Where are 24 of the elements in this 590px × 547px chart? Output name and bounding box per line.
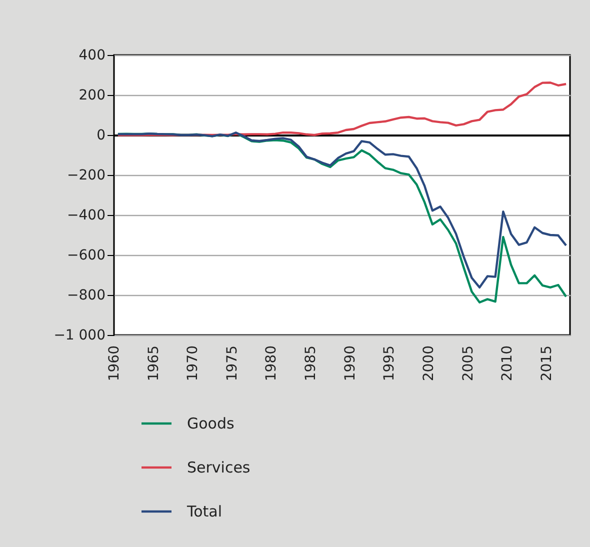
x-tick-label: 1995 [382, 346, 398, 382]
y-tick-label: −800 [67, 288, 106, 304]
x-tick-label: 1970 [185, 346, 202, 382]
x-tick-label: 1960 [106, 346, 122, 382]
y-tick-label: −1 000 [54, 328, 106, 344]
legend-label: Total [186, 502, 222, 520]
y-tick-label: 400 [78, 48, 106, 64]
y-tick-label: 200 [78, 88, 106, 104]
x-tick-label: 1990 [342, 346, 358, 382]
y-tick-label: −600 [67, 248, 106, 264]
legend-label: Goods [187, 414, 234, 432]
y-tick-label: 0 [96, 128, 106, 144]
y-tick-label: −200 [67, 168, 106, 184]
x-tick-label: 2000 [420, 346, 437, 382]
x-tick-label: 1975 [224, 346, 240, 382]
x-tick-label: 1980 [264, 346, 280, 382]
x-tick-label: 2015 [538, 346, 555, 382]
y-tick-label: −400 [67, 208, 106, 224]
x-tick-label: 2005 [460, 346, 476, 382]
x-tick-label: 1985 [303, 346, 320, 382]
legend-label: Services [187, 458, 250, 476]
x-tick-label: 2010 [500, 346, 516, 382]
x-tick-label: 1965 [146, 346, 162, 382]
line-series [116, 82, 568, 136]
